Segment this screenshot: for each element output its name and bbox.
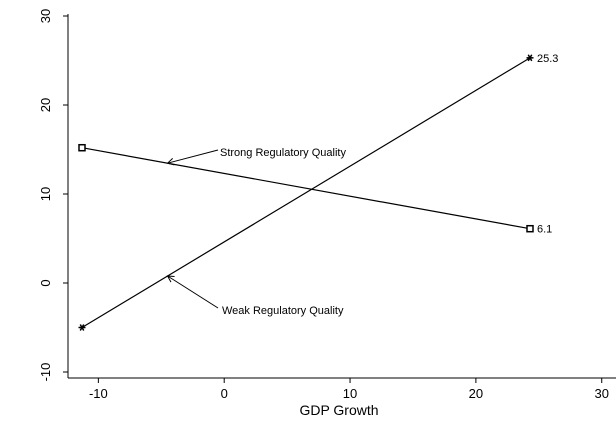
x-tick-label: 0 <box>221 386 228 401</box>
annotation-arrow-line <box>167 149 219 164</box>
series-layer: 6.1 Strong Regulatory Quality 25.3 Weak Reg… <box>78 53 558 331</box>
data-point-square <box>526 224 534 233</box>
star-stroke <box>79 324 85 331</box>
plot-frame <box>67 14 616 379</box>
x-tick-label: 30 <box>594 386 608 401</box>
y-ticks: -10 0 10 20 30 <box>38 9 68 382</box>
y-tick-label: 20 <box>38 98 53 112</box>
x-tick-label: 10 <box>343 386 357 401</box>
y-tick-label: -10 <box>38 363 53 382</box>
star-stroke <box>527 54 533 62</box>
y-tick-label: 0 <box>38 279 53 286</box>
data-point-star <box>78 324 86 331</box>
end-value-label: 6.1 <box>537 224 552 236</box>
x-tick-label: -10 <box>89 386 108 401</box>
series-line <box>81 57 531 329</box>
annotation-label: Weak Regulatory Quality <box>222 305 344 317</box>
annotation-arrow-line <box>167 275 219 309</box>
series-line <box>81 147 531 230</box>
x-axis-title: GDP Growth <box>299 402 378 418</box>
annotation-arrowhead <box>166 275 175 283</box>
data-point-square <box>78 143 86 152</box>
x-tick-label: 20 <box>469 386 483 401</box>
data-point-star <box>526 54 534 62</box>
end-value-label: 25.3 <box>537 53 558 65</box>
y-tick-label: 10 <box>38 187 53 201</box>
annotation-label: Strong Regulatory Quality <box>220 147 346 159</box>
y-tick-label: 30 <box>38 9 53 23</box>
x-ticks: -10 0 10 20 30 <box>89 378 609 401</box>
annotation-arrowhead <box>166 158 175 166</box>
